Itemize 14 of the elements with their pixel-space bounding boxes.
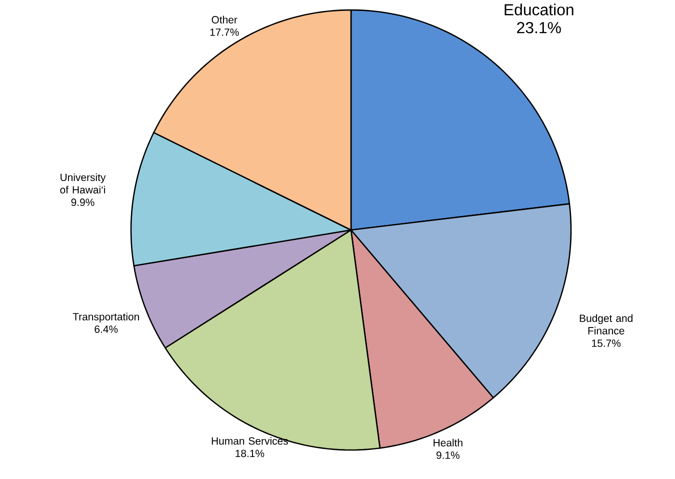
data-label: 6.4% (94, 325, 118, 333)
data-label: 17.7% (210, 28, 239, 36)
slice-label: Budget and Finance (580, 314, 632, 334)
data-label: 15.7% (592, 340, 621, 347)
data-label: 23.1% (517, 22, 561, 34)
data-label: 18.1% (236, 450, 264, 458)
data-label: 9.1% (436, 451, 460, 459)
slice-label: Human Services (212, 436, 288, 445)
slice-label: Other (212, 16, 238, 24)
slice-label: Education (504, 4, 574, 16)
data-label: 9.9% (71, 198, 94, 206)
slice-label: University of Hawai‘i (60, 173, 106, 194)
slice-label: Health (434, 438, 462, 446)
slice-label: Transportation (72, 312, 139, 322)
